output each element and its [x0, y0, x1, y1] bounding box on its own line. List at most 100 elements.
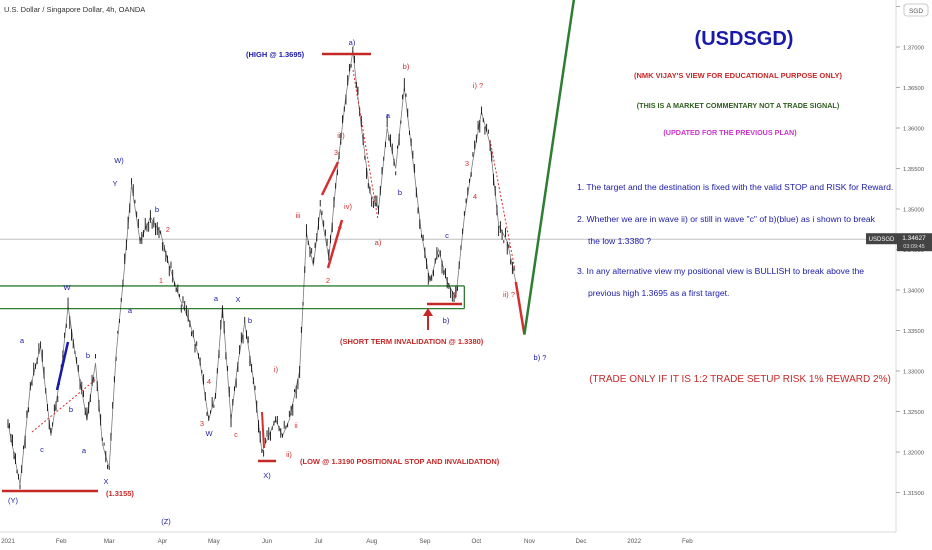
wave-label: b) — [443, 316, 450, 325]
projection-group — [514, 0, 576, 335]
x-tick-label: May — [208, 538, 221, 545]
wave-label: a) — [349, 38, 356, 47]
x-tick-label: Feb — [682, 538, 693, 545]
wave-label: 4 — [473, 192, 477, 201]
price-line — [7, 50, 517, 485]
annotation-point-3a: 3. In any alternative view my positional… — [577, 266, 864, 276]
x-tick-group: 2021 Feb Mar Apr May Jun Jul Aug Sep Oct Nov Dec 202… — [1, 538, 693, 545]
support-zone-group — [0, 285, 465, 310]
wave-label: 4 — [207, 377, 211, 386]
x-tick-label: Feb — [56, 538, 67, 545]
x-tick-label: Apr — [158, 538, 168, 545]
wave-label: 4 — [338, 222, 342, 231]
x-tick-label: 2021 — [1, 538, 15, 545]
wave-label: W) — [114, 156, 124, 165]
wave-label: b — [86, 351, 90, 360]
price-axis[interactable] — [896, 0, 932, 550]
wave-label: b — [248, 316, 252, 325]
annotation-point-3b: previous high 1.3695 as a first target. — [588, 288, 729, 298]
y-tick-label: 1.35000 — [903, 208, 924, 214]
annotation-short-invalidation: (SHORT TERM INVALIDATION @ 1.3380) — [340, 337, 484, 346]
wave-label: a — [82, 446, 87, 455]
y-tick-label: 1.35500 — [903, 167, 924, 173]
x-tick-label: Sep — [419, 538, 431, 545]
annotation-point-2a: 2. Whether we are in wave ii) or still i… — [577, 214, 876, 224]
wave-label: ii) — [286, 450, 292, 459]
y-tick-label: 1.36000 — [903, 127, 924, 133]
annotation-disclaimer-3: (UPDATED FOR THE PREVIOUS PLAN) — [663, 128, 797, 137]
price-series — [7, 50, 517, 485]
wave-label: (Z) — [161, 517, 171, 526]
current-price-value: 1.34627 — [902, 235, 926, 242]
y-tick-label: 1.32000 — [903, 451, 924, 457]
plot-area[interactable] — [0, 0, 896, 532]
wave-label: 2 — [453, 290, 457, 299]
chart-title: U.S. Dollar / Singapore Dollar, 4h, OAND… — [4, 5, 145, 14]
projection-line — [523, 0, 576, 335]
wave-label: (Y) — [8, 496, 19, 505]
wave-label: a — [386, 111, 391, 120]
wave-label: a — [128, 306, 133, 315]
dotted-trend-2 — [352, 69, 379, 221]
invalidation-arrow-head — [423, 308, 433, 316]
projection-line — [514, 281, 526, 335]
y-tick-label: 1.31500 — [903, 491, 924, 497]
annotation-disclaimer-1: (NMK VIJAY'S VIEW FOR EDUCATIONAL PURPOS… — [634, 71, 843, 80]
wave-label: 3 — [334, 148, 338, 157]
wave-label: i) ? — [473, 81, 483, 90]
annotation-point-2b: the low 1.3380 ? — [588, 236, 651, 246]
wave-label: iv) — [344, 202, 352, 211]
annotation-disclaimer-2: (THIS IS A MARKET COMMENTARY NOT A TRADE… — [637, 101, 840, 110]
annotation-trade-rule: (TRADE ONLY IF IT IS 1:2 TRADE SETUP RIS… — [589, 374, 891, 385]
wave-label: b — [69, 405, 73, 414]
wave-label: b) ? — [534, 353, 547, 362]
level-group — [2, 52, 516, 493]
wave-label: X) — [263, 471, 271, 480]
wave-label: X — [235, 295, 240, 304]
y-tick-label: 1.33500 — [903, 329, 924, 335]
wave-label: ii — [294, 421, 298, 430]
wave-label: X — [103, 477, 108, 486]
x-tick-label: Dec — [575, 538, 586, 545]
wave-label: a) — [375, 238, 382, 247]
currency-badge-label: SGD — [909, 8, 923, 15]
annotation-title: (USDSGD) — [695, 28, 794, 50]
x-tick-label: Nov — [524, 538, 536, 545]
wave-guide-red-2 — [326, 219, 344, 269]
wave-label: W — [205, 429, 213, 438]
wave-label: b — [398, 188, 402, 197]
wave-label: 1 — [159, 276, 163, 285]
current-price-tag — [897, 233, 932, 252]
wave-label: iii — [296, 211, 301, 220]
symbol-price-tag — [866, 233, 897, 245]
annotation-point-1: 1. The target and the destination is fix… — [577, 182, 893, 192]
annotation-high: (HIGH @ 1.3695) — [246, 50, 305, 59]
wave-label: ii) ? — [503, 290, 515, 299]
dotted-trend-1 — [31, 379, 96, 433]
x-tick-label: 2022 — [627, 538, 641, 545]
currency-badge[interactable] — [903, 3, 929, 17]
wave-label: W — [63, 283, 71, 292]
y-tick-label: 1.37000 — [903, 46, 924, 52]
wave-label: 2 — [326, 276, 330, 285]
annotation-low-1-3155: (1.3155) — [106, 489, 134, 498]
wave-guide-red-3 — [261, 411, 265, 449]
y-tick-label: 1.32500 — [903, 410, 924, 416]
wave-label: c — [445, 231, 449, 240]
y-tick-label: 1.33000 — [903, 370, 924, 376]
x-tick-label: Mar — [104, 538, 115, 545]
wave-label: iii) — [337, 131, 345, 140]
wave-label: 2 — [166, 225, 170, 234]
wave-label: a — [20, 336, 25, 345]
y-tick-label: 1.34000 — [903, 289, 924, 295]
y-tick-label: 1.36500 — [903, 86, 924, 92]
x-tick-label: Jul — [315, 538, 323, 545]
x-tick-label: Oct — [472, 538, 482, 545]
wave-label: i) — [274, 365, 279, 374]
x-tick-label: Jun — [262, 538, 273, 545]
wave-label: Y — [112, 179, 117, 188]
wave-label: b — [155, 205, 159, 214]
wave-label: c — [234, 430, 238, 439]
wave-label: 3 — [465, 159, 469, 168]
